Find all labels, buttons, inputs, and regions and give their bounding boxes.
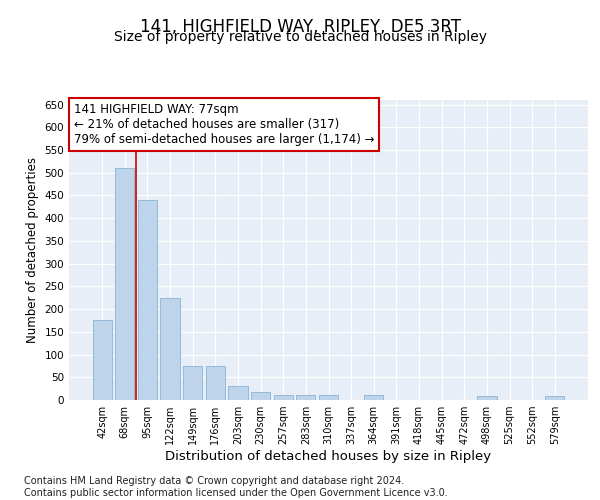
Y-axis label: Number of detached properties: Number of detached properties — [26, 157, 39, 343]
Bar — [274, 396, 293, 400]
Bar — [229, 386, 248, 400]
Bar — [477, 396, 497, 400]
Bar — [138, 200, 157, 400]
Text: Size of property relative to detached houses in Ripley: Size of property relative to detached ho… — [113, 30, 487, 44]
Bar — [115, 168, 134, 400]
Text: Contains HM Land Registry data © Crown copyright and database right 2024.
Contai: Contains HM Land Registry data © Crown c… — [24, 476, 448, 498]
Text: 141, HIGHFIELD WAY, RIPLEY, DE5 3RT: 141, HIGHFIELD WAY, RIPLEY, DE5 3RT — [139, 18, 461, 36]
Bar — [251, 392, 270, 400]
Bar — [319, 396, 338, 400]
Bar — [92, 320, 112, 400]
X-axis label: Distribution of detached houses by size in Ripley: Distribution of detached houses by size … — [166, 450, 491, 463]
Bar — [206, 366, 225, 400]
Bar — [183, 366, 202, 400]
Bar — [364, 396, 383, 400]
Bar — [296, 396, 316, 400]
Text: 141 HIGHFIELD WAY: 77sqm
← 21% of detached houses are smaller (317)
79% of semi-: 141 HIGHFIELD WAY: 77sqm ← 21% of detach… — [74, 103, 374, 146]
Bar — [160, 298, 180, 400]
Bar — [545, 396, 565, 400]
